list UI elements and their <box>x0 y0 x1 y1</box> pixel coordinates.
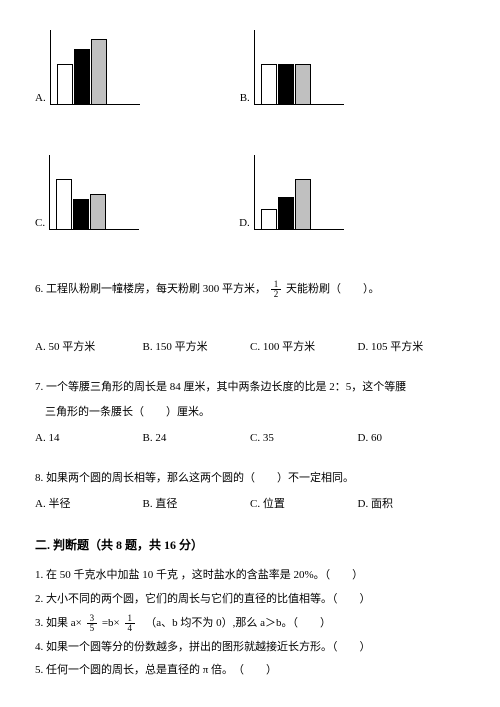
frac-den: 5 <box>87 624 98 633</box>
fraction-icon: 1 2 <box>271 280 282 299</box>
q8-opt-d: D. 面积 <box>358 495 466 515</box>
section-2-title: 二. 判断题（共 8 题，共 16 分） <box>35 535 465 557</box>
chart-box-c <box>49 155 139 230</box>
bar <box>74 49 90 104</box>
tf3-pre: 3. 如果 a× <box>35 617 82 629</box>
bar <box>261 64 277 104</box>
frac-den: 4 <box>125 624 136 633</box>
q7-opt-b: B. 24 <box>143 429 251 449</box>
frac-den: 2 <box>271 290 282 299</box>
chart-box-b <box>254 30 344 105</box>
q8-opt-a: A. 半径 <box>35 495 143 515</box>
tf-1: 1. 在 50 千克水中加盐 10 千克 ，这时盐水的含盐率是 20%。（ ） <box>35 566 465 586</box>
q8-opt-c: C. 位置 <box>250 495 358 515</box>
q7-opt-c: C. 35 <box>250 429 358 449</box>
chart-box-d <box>254 155 344 230</box>
tf-3: 3. 如果 a× 3 5 =b× 1 4 （a、b 均不为 0）,那么 a＞b。… <box>35 614 465 634</box>
bar <box>91 39 107 104</box>
chart-option-c: C. <box>35 155 139 230</box>
q6-opt-d: D. 105 平方米 <box>358 338 466 358</box>
q6-text-pre: 6. 工程队粉刷一幢楼房，每天粉刷 300 平方米， <box>35 283 266 295</box>
q6-opt-b: B. 150 平方米 <box>143 338 251 358</box>
question-7-line1: 7. 一个等腰三角形的周长是 84 厘米，其中两条边长度的比是 2：5，这个等腰 <box>35 378 465 398</box>
bar <box>295 179 311 229</box>
tf-2: 2. 大小不同的两个圆，它们的周长与它们的直径的比值相等。（ ） <box>35 590 465 610</box>
tf-4: 4. 如果一个圆等分的份数越多，拼出的图形就越接近长方形。（ ） <box>35 638 465 658</box>
q7-opt-a: A. 14 <box>35 429 143 449</box>
bar <box>295 64 311 104</box>
tf3-post: （a、b 均不为 0）,那么 a＞b。（ ） <box>140 617 331 629</box>
chart-label: D. <box>239 214 250 234</box>
chart-label: C. <box>35 214 45 234</box>
chart-label: B. <box>240 89 250 109</box>
bar <box>57 64 73 104</box>
chart-option-b: B. <box>240 30 344 105</box>
q8-opt-b: B. 直径 <box>143 495 251 515</box>
bar <box>73 199 89 229</box>
q8-options: A. 半径 B. 直径 C. 位置 D. 面积 <box>35 495 465 515</box>
bar <box>90 194 106 229</box>
chart-option-d: D. <box>239 155 344 230</box>
q6-opt-c: C. 100 平方米 <box>250 338 358 358</box>
bar <box>56 179 72 229</box>
q6-options: A. 50 平方米 B. 150 平方米 C. 100 平方米 D. 105 平… <box>35 338 465 358</box>
q6-text-post: 天能粉刷（ ）。 <box>286 283 380 295</box>
tf3-mid: =b× <box>102 617 120 629</box>
bar <box>261 209 277 229</box>
chart-box-a <box>50 30 140 105</box>
question-8: 8. 如果两个圆的周长相等，那么这两个圆的（ ）不一定相同。 <box>35 469 465 489</box>
bar <box>278 64 294 104</box>
bar <box>278 197 294 229</box>
chart-option-a: A. <box>35 30 140 105</box>
fraction-icon: 3 5 <box>87 614 98 633</box>
chart-label: A. <box>35 89 46 109</box>
question-6: 6. 工程队粉刷一幢楼房，每天粉刷 300 平方米， 1 2 天能粉刷（ ）。 <box>35 280 465 300</box>
chart-row-2: C. D. <box>35 155 465 230</box>
q7-options: A. 14 B. 24 C. 35 D. 60 <box>35 429 465 449</box>
tf-5: 5. 任何一个圆的周长，总是直径的 π 倍。 （ ） <box>35 661 465 681</box>
q6-opt-a: A. 50 平方米 <box>35 338 143 358</box>
question-7-line2: 三角形的一条腰长（ ）厘米。 <box>35 403 465 423</box>
q7-opt-d: D. 60 <box>358 429 466 449</box>
fraction-icon: 1 4 <box>125 614 136 633</box>
chart-row-1: A. B. <box>35 30 465 105</box>
